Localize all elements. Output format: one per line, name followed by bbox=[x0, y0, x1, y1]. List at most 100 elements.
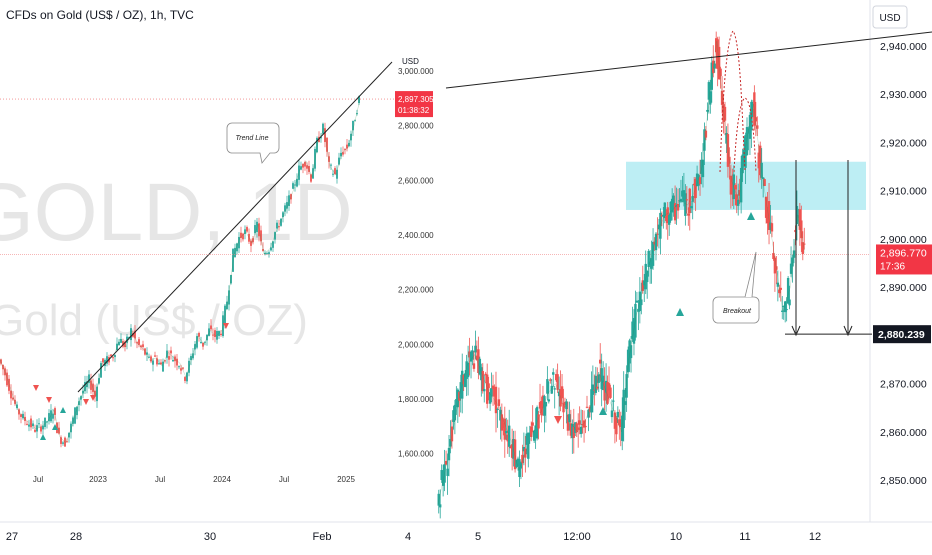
inset-candle bbox=[160, 362, 162, 365]
inset-signal-marker bbox=[90, 395, 96, 401]
main-candle bbox=[665, 215, 668, 222]
main-candle bbox=[493, 387, 496, 397]
main-candle bbox=[500, 414, 504, 431]
main-candle bbox=[449, 439, 452, 447]
main-candle bbox=[585, 406, 589, 408]
main-candle bbox=[463, 373, 467, 387]
main-x-tick-label: 11 bbox=[739, 531, 750, 543]
inset-candle bbox=[260, 230, 262, 242]
main-candle bbox=[569, 423, 573, 436]
inset-candle bbox=[60, 437, 62, 444]
main-candle bbox=[634, 303, 637, 338]
main-candle bbox=[490, 388, 493, 397]
inset-x-tick-label: Jul bbox=[279, 475, 289, 484]
main-candle bbox=[458, 392, 461, 401]
inset-candle bbox=[152, 360, 154, 365]
inset-candle bbox=[310, 174, 312, 182]
main-candle bbox=[599, 359, 602, 364]
main-candle bbox=[644, 263, 647, 290]
main-candle bbox=[731, 178, 734, 195]
main-candle bbox=[670, 198, 674, 213]
main-candle bbox=[710, 62, 713, 90]
main-candle bbox=[468, 351, 471, 358]
main-candle bbox=[753, 92, 756, 126]
main-candle bbox=[628, 340, 631, 364]
inset-candle bbox=[188, 360, 190, 373]
inset-candle bbox=[356, 113, 358, 115]
main-candle bbox=[675, 204, 678, 208]
main-candle bbox=[763, 179, 766, 186]
main-candle bbox=[513, 439, 517, 470]
main-candle bbox=[565, 401, 568, 410]
main-candle bbox=[672, 195, 675, 209]
main-candle bbox=[519, 463, 523, 469]
main-candle bbox=[653, 241, 656, 245]
inset-candle bbox=[198, 333, 200, 337]
main-y-tick-label: 2,910.000 bbox=[880, 186, 927, 198]
main-candle bbox=[685, 199, 689, 201]
main-candle bbox=[695, 173, 699, 187]
inset-candle bbox=[212, 334, 214, 336]
main-candle bbox=[613, 412, 617, 429]
inset-candle bbox=[92, 383, 94, 392]
inset-candle bbox=[68, 432, 70, 438]
inset-candle bbox=[206, 334, 208, 341]
inset-candle bbox=[120, 339, 122, 343]
main-candle bbox=[556, 374, 559, 390]
inset-candle bbox=[288, 195, 290, 206]
inset-candle bbox=[256, 221, 258, 233]
main-candle bbox=[722, 104, 725, 123]
main-candle bbox=[778, 289, 781, 294]
main-candle bbox=[503, 418, 506, 440]
inset-candle bbox=[204, 341, 206, 343]
inset-candle bbox=[148, 356, 150, 358]
main-candle bbox=[502, 422, 505, 428]
main-candle bbox=[616, 411, 620, 418]
main-candle bbox=[761, 177, 765, 179]
main-candle bbox=[704, 130, 708, 138]
main-candle bbox=[444, 460, 448, 465]
inset-y-tick-label: 2,400.000 bbox=[398, 231, 434, 240]
inset-candle bbox=[228, 290, 230, 305]
inset-candle bbox=[88, 374, 90, 383]
main-candle bbox=[772, 253, 775, 260]
inset-candle bbox=[202, 342, 204, 347]
main-candle bbox=[543, 396, 546, 416]
main-candle bbox=[525, 433, 529, 445]
main-candle bbox=[488, 392, 492, 404]
main-candle bbox=[723, 106, 727, 121]
inset-candle bbox=[316, 137, 318, 153]
main-candle bbox=[759, 145, 762, 176]
inset-candle bbox=[268, 252, 270, 255]
main-candle bbox=[475, 355, 479, 361]
main-candle bbox=[719, 68, 722, 77]
main-candle bbox=[789, 263, 793, 274]
inset-candle bbox=[42, 425, 44, 430]
main-candle bbox=[571, 423, 574, 439]
main-candle bbox=[641, 280, 644, 291]
inset-candle bbox=[296, 178, 298, 187]
inset-candle bbox=[338, 157, 340, 165]
main-candle bbox=[506, 434, 509, 442]
main-candle bbox=[713, 63, 716, 69]
inset-signal-marker bbox=[223, 323, 229, 329]
main-y-tick-label: 2,900.000 bbox=[880, 234, 927, 246]
inset-candle bbox=[246, 227, 248, 232]
inset-candle bbox=[258, 223, 260, 237]
main-candle bbox=[643, 280, 646, 286]
inset-candle bbox=[284, 205, 286, 212]
inset-candle bbox=[122, 341, 124, 347]
main-candle bbox=[588, 406, 592, 412]
inset-candle bbox=[220, 333, 222, 336]
inset-candle bbox=[342, 152, 344, 155]
inset-signal-marker bbox=[33, 385, 39, 391]
main-candle bbox=[440, 470, 443, 480]
inset-candle bbox=[320, 137, 322, 139]
inset-candle bbox=[358, 96, 360, 104]
main-candle bbox=[764, 196, 768, 218]
main-candle bbox=[668, 215, 671, 225]
inset-candle bbox=[218, 330, 220, 336]
inset-candle bbox=[8, 378, 10, 391]
main-candle bbox=[679, 198, 683, 202]
